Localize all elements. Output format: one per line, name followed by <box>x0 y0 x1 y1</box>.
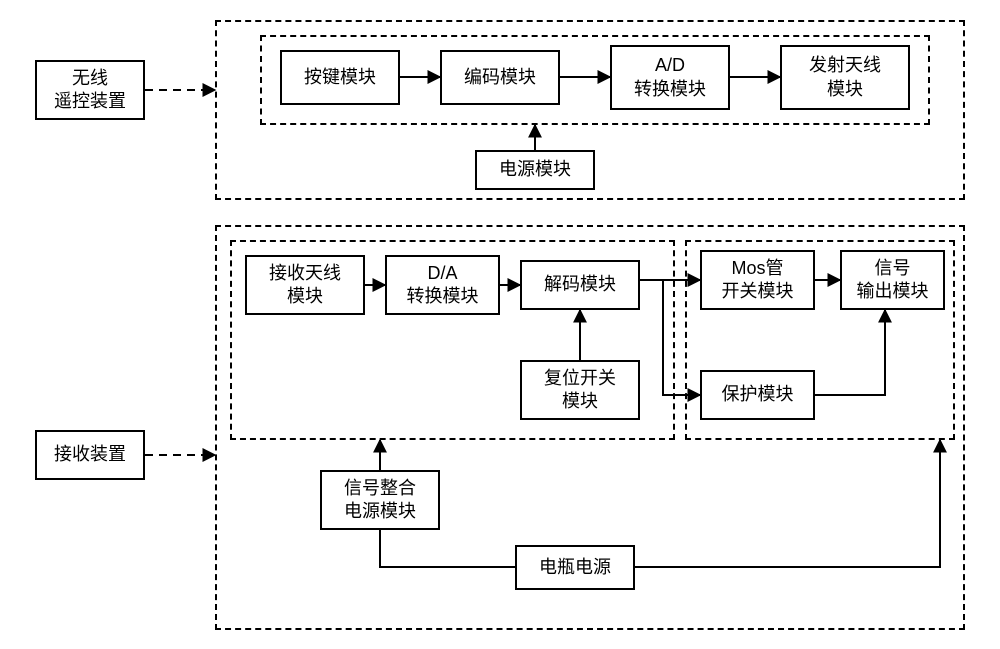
rx-antenna-module: 接收天线 模块 <box>245 255 365 315</box>
encoder-module: 编码模块 <box>440 50 560 105</box>
tx-antenna-module: 发射天线 模块 <box>780 45 910 110</box>
tx-power-module: 电源模块 <box>475 150 595 190</box>
signal-power-module: 信号整合 电源模块 <box>320 470 440 530</box>
receiver-label: 接收装置 <box>35 430 145 480</box>
reset-switch-module: 复位开关 模块 <box>520 360 640 420</box>
button-module: 按键模块 <box>280 50 400 105</box>
protect-module: 保护模块 <box>700 370 815 420</box>
ad-converter-module: A/D 转换模块 <box>610 45 730 110</box>
battery-module: 电瓶电源 <box>515 545 635 590</box>
remote-control-label: 无线 遥控装置 <box>35 60 145 120</box>
signal-output-module: 信号 输出模块 <box>840 250 945 310</box>
decoder-module: 解码模块 <box>520 260 640 310</box>
mos-switch-module: Mos管 开关模块 <box>700 250 815 310</box>
da-converter-module: D/A 转换模块 <box>385 255 500 315</box>
